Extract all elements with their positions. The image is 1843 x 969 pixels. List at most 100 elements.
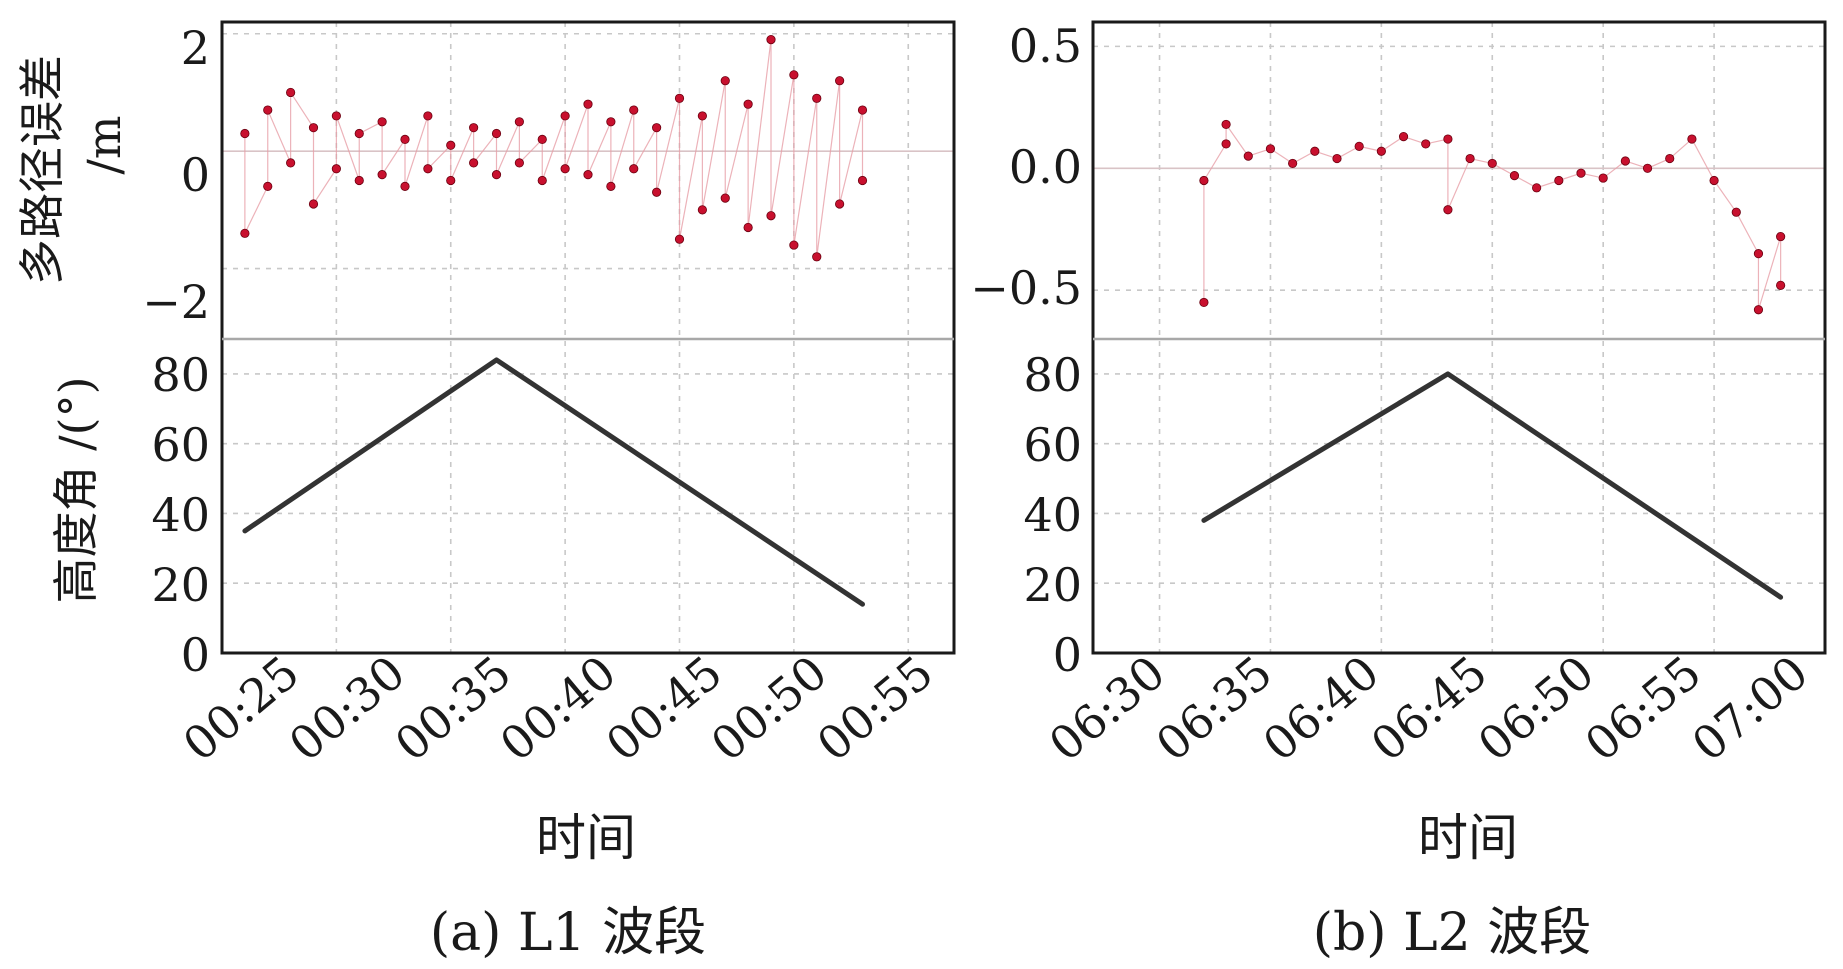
panel-b-top-ytick-label: 0.0 xyxy=(1009,140,1082,194)
panel-a-scatter-point xyxy=(766,211,776,221)
panel-a-scatter-point xyxy=(514,117,524,127)
panel-a-scatter-point xyxy=(674,93,685,103)
panel-a-scatter-point xyxy=(240,128,250,139)
panel-b-xtick-label: 06:40 xyxy=(1253,645,1389,772)
panel-b-scatter-link xyxy=(1225,124,1249,157)
panel-b-scatter-link xyxy=(1757,236,1782,310)
panel-b-multipath-scatter xyxy=(1199,119,1786,315)
panel-b-scatter-point xyxy=(1776,280,1786,290)
panel-b-scatter-point xyxy=(1709,175,1719,186)
panel-b-scatter-point xyxy=(1554,175,1564,186)
panel-b-scatter-point xyxy=(1665,153,1675,164)
panel-b-caption: (b) L2 波段 xyxy=(1313,903,1592,963)
panel-a-xtick-label: 00:55 xyxy=(807,645,943,772)
panel-a-scatter-point xyxy=(583,99,593,109)
panel-b-scatter-point xyxy=(1776,231,1786,242)
panel-a-scatter-point xyxy=(537,134,547,145)
panel-b-scatter-link xyxy=(1691,138,1715,181)
panel-a-scatter-point xyxy=(308,199,319,209)
panel-a-top-ytick-label: −2 xyxy=(142,275,210,329)
panel-b-scatter-point xyxy=(1509,171,1520,181)
panel-a-scatter-link xyxy=(312,168,337,205)
panel-b-xtick-label: 07:00 xyxy=(1682,645,1818,772)
panel-b-scatter-point xyxy=(1376,146,1386,156)
panel-a-scatter-point xyxy=(469,158,479,168)
panel-b-scatter-point xyxy=(1421,139,1431,149)
panel-a-scatter-point xyxy=(697,111,707,121)
panel-b-scatter-point xyxy=(1487,158,1497,169)
panel-a-scatter-link xyxy=(518,138,543,164)
panel-a-scatter-point xyxy=(491,170,502,180)
panel-b-gridlines xyxy=(1093,22,1825,653)
panel-b-bottom-ytick-label: 0 xyxy=(1053,628,1082,682)
panel-a-scatter-link xyxy=(633,127,658,170)
panel-b-scatter-point xyxy=(1532,183,1542,193)
panel-a-scatter-point xyxy=(720,193,730,203)
panel-b-top-ytick-label: −0.5 xyxy=(970,261,1082,315)
panel-a-scatter-link xyxy=(495,121,520,175)
panel-a-scatter-point xyxy=(354,175,364,186)
panel-a-scatter-point xyxy=(514,158,524,168)
panel-a-scatter-link xyxy=(816,80,841,257)
panel-b-scatter-point xyxy=(1199,175,1209,186)
panel-a-scatter-point xyxy=(720,76,730,86)
panel-b: 0.5 0.0 −0.5 80 60 40 20 0 06:30 06:35 0… xyxy=(970,19,1827,963)
panel-b-xtick-label: 06:50 xyxy=(1468,645,1604,772)
panel-a-scatter-link xyxy=(244,186,269,234)
panel-a-scatter-link xyxy=(793,98,818,246)
panel-a-scatter-point xyxy=(263,105,273,115)
panel-a-scatter-link xyxy=(770,74,795,216)
panel-a-scatter-point xyxy=(629,105,639,115)
panel-a-scatter-point xyxy=(446,140,456,150)
panel-b-bottom-ytick-label: 60 xyxy=(1023,418,1082,472)
panel-a-scatter-point xyxy=(560,164,570,174)
panel-a-caption: (a) L1 波段 xyxy=(430,903,706,963)
panel-a-scatter-link xyxy=(839,109,864,205)
panel-b-scatter-link xyxy=(1713,180,1737,213)
panel-a-scatter-point xyxy=(423,164,433,174)
panel-b-elevation-line xyxy=(1201,371,1784,600)
panel-a-scatter-link xyxy=(656,98,681,193)
panel-a-scatter-link xyxy=(450,127,475,181)
panel-a-elevation-line xyxy=(242,357,865,607)
panel-a-scatter-point xyxy=(857,105,868,115)
panel-a-top-ylabel: 多路径误差 xyxy=(15,55,69,285)
panel-b-scatter-point xyxy=(1221,119,1231,130)
panel-a-scatter-point xyxy=(469,123,479,133)
panel-b-scatter-point xyxy=(1753,305,1764,315)
panel-b-xtick-label: 06:35 xyxy=(1146,645,1282,772)
panel-b-scatter-link xyxy=(1602,160,1626,179)
panel-a-xtick-label: 00:40 xyxy=(490,645,626,772)
panel-a-scatter-link xyxy=(678,115,703,240)
panel-a-xtick-label: 00:50 xyxy=(701,645,837,772)
panel-b-scatter-link xyxy=(1735,211,1759,254)
panel-b-xtick-label: 06:55 xyxy=(1575,645,1711,772)
panel-a-scatter-point xyxy=(835,199,845,209)
panel-b-xlabel: 时间 xyxy=(1418,809,1518,867)
panel-a-bottom-ylabel: 高度角 /(°) xyxy=(49,376,103,603)
panel-b-scatter-point xyxy=(1310,146,1320,156)
panel-a-top-ytick-label: 0 xyxy=(181,148,210,202)
panel-b-top-ytick-label: 0.5 xyxy=(1009,19,1082,73)
panel-a-scatter-point xyxy=(606,181,616,191)
panel-b-scatter-link xyxy=(1447,158,1471,211)
panel-b-scatter-point xyxy=(1642,163,1653,173)
panel-b-bottom-ytick-label: 20 xyxy=(1023,558,1082,612)
panel-a-scatter-point xyxy=(240,228,250,238)
panel-a-scatter-point xyxy=(537,175,547,186)
panel-a-scatter-point xyxy=(491,128,502,139)
panel-a-elevation-polyline xyxy=(242,357,865,607)
panel-b-scatter-point xyxy=(1731,207,1741,217)
panel-a-scatter-link xyxy=(267,109,292,164)
panel-b-frame xyxy=(1091,20,1827,655)
panel-a-scatter-link xyxy=(747,39,772,228)
panel-b-scatter-link xyxy=(1669,138,1693,160)
panel-a-scatter-point xyxy=(812,252,822,262)
panel-a-scatter-point xyxy=(331,164,341,174)
panel-a-scatter-link xyxy=(724,104,749,199)
panel-a-scatter-point xyxy=(789,70,799,80)
panel-b-scatter-point xyxy=(1620,156,1630,166)
panel-b-scatter-point xyxy=(1221,139,1231,149)
panel-a-scatter-link xyxy=(541,115,566,181)
